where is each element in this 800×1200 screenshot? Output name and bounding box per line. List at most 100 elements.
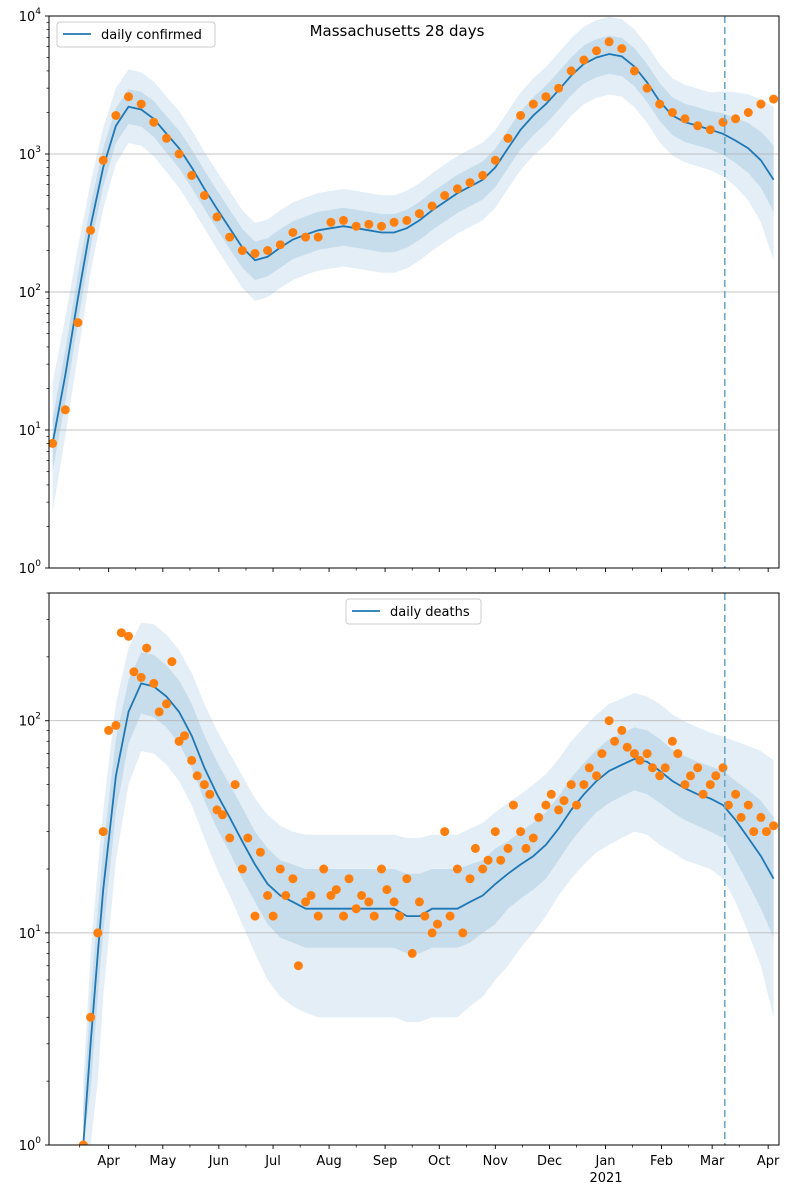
- observed-point: [111, 720, 121, 730]
- observed-point: [199, 191, 209, 200]
- observed-point: [731, 114, 741, 124]
- observed-point: [465, 874, 475, 884]
- observed-point: [427, 928, 437, 938]
- observed-point: [93, 928, 103, 938]
- confirmed-observed-points: [49, 37, 779, 448]
- observed-point: [655, 99, 665, 109]
- observed-point: [301, 897, 311, 907]
- observed-point: [723, 800, 733, 810]
- observed-point: [174, 736, 184, 746]
- observed-point: [440, 827, 450, 837]
- observed-point: [528, 833, 538, 843]
- observed-point: [711, 771, 721, 781]
- observed-point: [301, 232, 311, 242]
- observed-point: [559, 796, 569, 806]
- observed-point: [503, 843, 513, 853]
- x-tick-label: Dec: [537, 1154, 562, 1169]
- observed-point: [731, 789, 741, 799]
- observed-point: [534, 812, 544, 822]
- observed-point: [743, 800, 753, 810]
- observed-point: [162, 133, 171, 143]
- observed-point: [705, 780, 715, 790]
- observed-point: [554, 805, 564, 815]
- observed-point: [369, 911, 379, 921]
- deaths-legend: daily deaths: [345, 598, 482, 625]
- observed-point: [116, 628, 126, 638]
- observed-point: [604, 37, 614, 47]
- observed-point: [554, 83, 564, 93]
- observed-point: [389, 217, 399, 227]
- x-tick-label: Jul: [264, 1154, 281, 1169]
- observed-point: [604, 716, 614, 726]
- observed-point: [629, 749, 639, 759]
- observed-point: [402, 215, 412, 225]
- observed-point: [686, 771, 695, 781]
- observed-point: [749, 827, 759, 837]
- x-tick-label: Mar: [700, 1154, 725, 1169]
- observed-point: [212, 212, 222, 222]
- observed-point: [478, 864, 488, 874]
- x-tick-label: Oct: [428, 1154, 450, 1169]
- observed-point: [136, 99, 146, 109]
- observed-point: [364, 219, 374, 229]
- observed-point: [313, 232, 323, 242]
- observed-point: [98, 827, 108, 837]
- observed-point: [693, 763, 703, 773]
- observed-point: [756, 99, 766, 109]
- observed-point: [592, 771, 601, 781]
- observed-point: [288, 874, 298, 884]
- x-tick-label: Apr: [97, 1154, 120, 1169]
- observed-point: [237, 246, 247, 255]
- observed-point: [617, 725, 627, 735]
- observed-point: [225, 232, 235, 242]
- observed-point: [566, 66, 576, 76]
- observed-point: [377, 864, 386, 874]
- observed-point: [508, 800, 518, 810]
- observed-point: [642, 83, 652, 93]
- observed-point: [205, 789, 215, 799]
- observed-point: [617, 44, 627, 54]
- observed-point: [104, 725, 114, 735]
- observed-point: [339, 215, 348, 225]
- observed-point: [566, 780, 576, 790]
- observed-point: [478, 170, 488, 180]
- observed-point: [541, 92, 551, 102]
- observed-point: [546, 789, 556, 799]
- legend-label-daily-deaths: daily deaths: [390, 605, 470, 620]
- observed-point: [263, 246, 273, 255]
- observed-point: [736, 812, 746, 822]
- observed-point: [490, 827, 500, 837]
- chart-title: Massachusetts 28 days: [310, 22, 485, 40]
- observed-point: [452, 184, 462, 194]
- observed-point: [516, 111, 526, 120]
- observed-point: [319, 864, 329, 874]
- legend-label-daily-confirmed: daily confirmed: [101, 28, 202, 43]
- observed-point: [124, 631, 133, 641]
- x-year-label: 2021: [589, 1171, 622, 1186]
- observed-point: [199, 780, 209, 790]
- observed-point: [769, 94, 779, 104]
- observed-point: [243, 833, 253, 843]
- observed-point: [414, 209, 424, 219]
- observed-point: [629, 66, 639, 76]
- observed-point: [635, 755, 645, 765]
- observed-point: [761, 827, 771, 837]
- x-tick-label: Feb: [650, 1154, 673, 1169]
- observed-point: [407, 948, 417, 958]
- observed-point: [382, 885, 392, 895]
- observed-point: [225, 833, 235, 843]
- observed-point: [136, 672, 146, 682]
- observed-point: [541, 800, 551, 810]
- x-tick-label: Apr: [757, 1154, 780, 1169]
- observed-point: [326, 891, 336, 900]
- deaths-x-axis: Apr May Jun Jul Aug Sep Oct Nov Dec Jan Feb Mar Apr: [79, 1145, 780, 1169]
- x-tick-label: Jan: [595, 1154, 616, 1169]
- observed-point: [339, 911, 348, 921]
- observed-point: [357, 891, 367, 900]
- observed-point: [458, 928, 468, 938]
- confirmed-median-line: [51, 53, 775, 444]
- observed-point: [142, 643, 152, 653]
- observed-point: [162, 699, 171, 709]
- observed-point: [250, 911, 260, 921]
